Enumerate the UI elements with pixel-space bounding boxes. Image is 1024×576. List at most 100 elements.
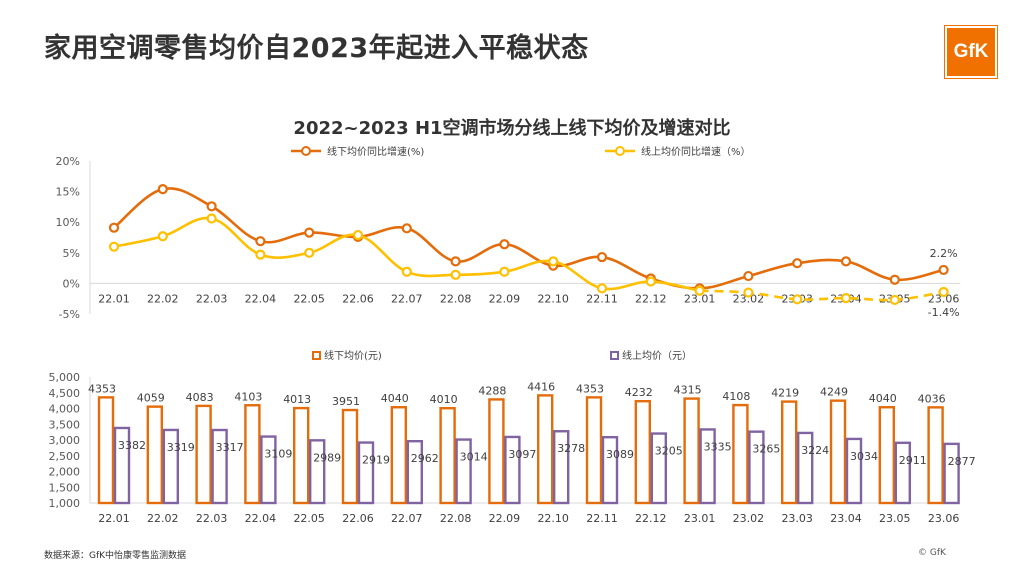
line-x-tick-label: 22.07: [391, 292, 423, 305]
offline-price-bar: [829, 399, 847, 505]
offline-price-bar: [488, 398, 505, 505]
data-source-note: 数据来源：GfK中怡康零售监测数据: [44, 551, 187, 561]
online-growth-point: [792, 294, 803, 305]
online-price-bar: [601, 435, 619, 505]
online-price-bar: [260, 435, 277, 505]
online-bar-label: 3205: [655, 445, 683, 458]
online-growth-point: [596, 283, 608, 294]
bar-x-tick-label: 23.03: [781, 512, 813, 525]
offline-price-bar: [244, 404, 261, 505]
offline-price-bar: [390, 406, 407, 505]
line-y-tick-label: 20%: [56, 155, 80, 168]
bar-x-tick-label: 23.06: [928, 512, 960, 525]
line-x-tick-label: 23.01: [684, 292, 716, 305]
online-price-bar: [650, 432, 667, 505]
legend-label: 线上均价同比增速（%）: [641, 145, 751, 158]
online-price-bar: [309, 439, 326, 505]
online-price-bar: [113, 426, 131, 505]
online-price-bar: [894, 441, 911, 505]
online-bar-label: 2989: [313, 451, 341, 464]
offline-bar-label: 4249: [820, 386, 848, 399]
offline-bar-label: 4083: [186, 391, 214, 404]
online-growth-point: [840, 292, 852, 304]
line-x-tick-label: 22.10: [537, 292, 569, 305]
bar-y-tick-label: 4,500: [49, 387, 81, 400]
online-growth-point: [304, 247, 315, 258]
offline-growth-point: [304, 227, 315, 238]
offline-price-bar: [439, 406, 456, 505]
offline-price-bar: [781, 400, 798, 505]
offline-growth-point: [499, 239, 510, 250]
legend-label: 线下均价同比增速(%): [327, 145, 424, 158]
offline-bar-label: 4103: [234, 390, 262, 403]
online-price-bar: [943, 442, 960, 505]
online-price-bar: [455, 438, 472, 505]
offline-growth-point: [743, 270, 754, 282]
bar-x-tick-label: 22.02: [147, 512, 179, 525]
online-growth-point: [401, 266, 412, 277]
offline-bar-label: 4315: [674, 384, 702, 397]
line-y-tick-label: 10%: [56, 216, 80, 229]
offline-price-bar: [537, 394, 554, 505]
online-price-bar: [406, 439, 423, 505]
line-x-tick-label: 22.04: [245, 292, 277, 305]
offline-growth-point: [401, 223, 412, 234]
online-bar-label: 3335: [704, 440, 732, 453]
gfk-logo: GfK: [944, 25, 998, 79]
offline-bar-label: 4416: [527, 380, 555, 393]
offline-price-bar: [878, 406, 895, 505]
bar-x-tick-label: 22.03: [196, 512, 228, 525]
chart-title: 2022~2023 H1空调市场分线上线下均价及增速对比: [293, 118, 731, 139]
line-x-tick-label: 22.08: [440, 292, 472, 305]
online-growth-point: [938, 286, 949, 298]
legend-bar-swatch: [312, 351, 321, 360]
bar-x-tick-label: 22.06: [342, 512, 374, 525]
online-growth-point: [108, 241, 120, 252]
online-growth-point: [450, 269, 461, 280]
online-growth-point: [743, 287, 754, 298]
online-bar-label: 3319: [167, 441, 195, 454]
line-x-tick-label: 23.02: [733, 292, 765, 305]
offline-price-bar: [732, 403, 749, 505]
online-bar-label: 3224: [801, 444, 829, 457]
online-growth-point: [548, 256, 559, 267]
bar-y-tick-label: 4,000: [49, 403, 81, 416]
bar-y-tick-label: 2,000: [49, 466, 81, 479]
online-bar-label: 3014: [460, 451, 488, 464]
offline-price-bar: [341, 408, 359, 505]
offline-bar-label: 4010: [430, 393, 458, 406]
legend-label: 线下均价(元): [324, 349, 382, 362]
offline-price-bar: [927, 406, 944, 505]
offline-bar-label: 4108: [722, 390, 750, 403]
offline-price-bar: [146, 405, 164, 505]
online-bar-label: 3089: [606, 448, 634, 461]
online-bar-label: 3097: [508, 448, 536, 461]
online-bar-label: 3034: [850, 450, 878, 463]
bar-x-tick-label: 22.04: [245, 512, 277, 525]
bar-y-tick-label: 2,500: [49, 450, 81, 463]
bar-x-tick-label: 23.05: [879, 512, 911, 525]
bar-y-tick-label: 5,000: [49, 371, 81, 384]
offline-growth-point: [450, 256, 461, 267]
offline-growth-point: [255, 236, 266, 247]
offline-price-bar: [195, 404, 212, 505]
offline-growth-point: [938, 264, 949, 276]
bar-x-tick-label: 22.10: [537, 512, 569, 525]
offline-growth-point: [206, 201, 217, 212]
online-growth-point: [255, 249, 266, 260]
bar-y-tick-label: 1,500: [49, 481, 81, 494]
line-x-tick-label: 22.09: [489, 292, 521, 305]
bar-x-tick-label: 22.05: [293, 512, 325, 525]
offline-bar-label: 4353: [576, 382, 604, 395]
bar-x-tick-label: 23.04: [830, 512, 862, 525]
offline-growth-point: [889, 274, 900, 285]
offline-price-bar: [97, 396, 115, 505]
line-x-tick-label: 22.03: [196, 292, 228, 305]
line-x-tick-label: 22.11: [586, 292, 618, 305]
online-price-bar: [699, 428, 716, 505]
bar-y-tick-label: 3,500: [49, 418, 81, 431]
offline-growth-point: [157, 184, 168, 195]
line-x-tick-label: 22.01: [98, 292, 130, 305]
line-y-tick-label: 0%: [63, 277, 80, 290]
